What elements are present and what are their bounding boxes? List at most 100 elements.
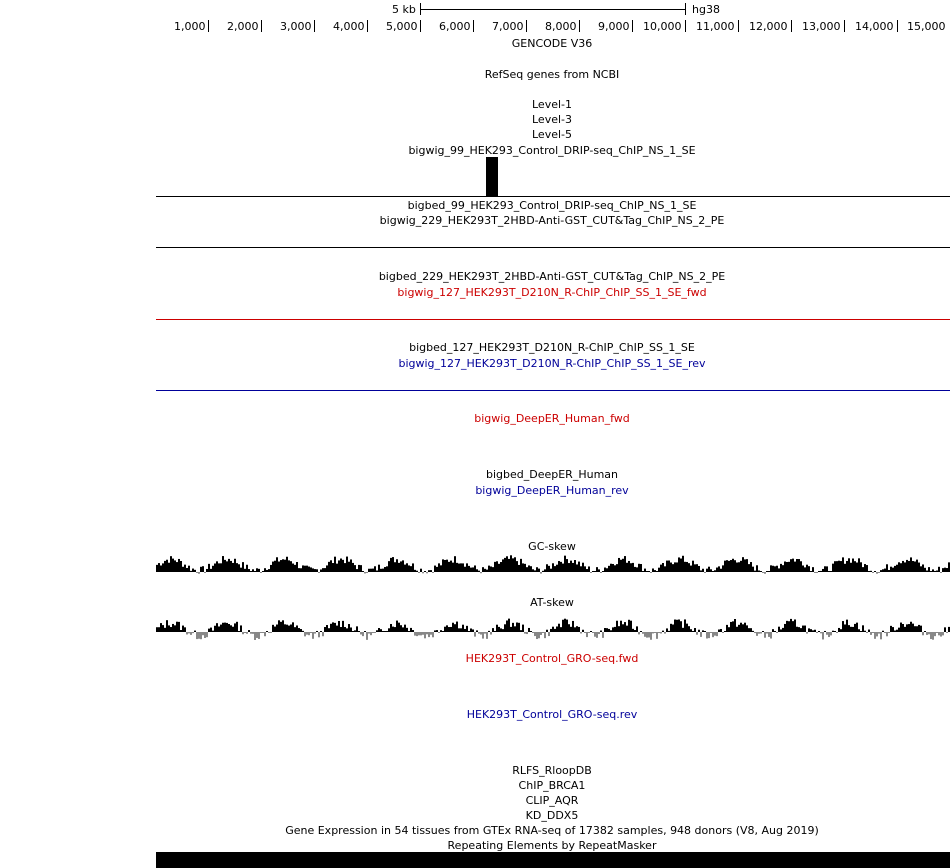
track-label-deeper-fwd[interactable]: bigwig_DeepER_Human_fwd (474, 412, 630, 425)
skew-bar (200, 632, 202, 640)
track-label-bigwig-127-fwd[interactable]: bigwig_127_HEK293T_D210N_R-ChIP_ChIP_SS_… (397, 286, 707, 299)
skew-bar (162, 563, 164, 572)
skew-bar (686, 561, 688, 572)
skew-bar (936, 632, 938, 633)
skew-bar (754, 632, 756, 634)
gc-skew-signal[interactable] (156, 552, 950, 592)
skew-bar (668, 560, 670, 572)
skew-bar (162, 625, 164, 632)
skew-bar (224, 559, 226, 572)
skew-bar (254, 632, 256, 640)
skew-bar (304, 565, 306, 572)
skew-bar (220, 563, 222, 572)
skew-bar (660, 632, 662, 634)
skew-bar (374, 566, 376, 572)
skew-bar (242, 632, 244, 635)
skew-bar (900, 563, 902, 572)
skew-bar (232, 562, 234, 572)
skew-bar (786, 620, 788, 632)
skew-bar (450, 626, 452, 632)
track-label-refseq[interactable]: RefSeq genes from NCBI (484, 68, 620, 81)
track-label-clip-aqr[interactable]: CLIP_AQR (525, 794, 579, 807)
track-label-level-5[interactable]: Level-5 (531, 128, 573, 141)
skew-bar (866, 565, 868, 572)
skew-bar (262, 632, 264, 633)
track-label-bigbed-99[interactable]: bigbed_99_HEK293_Control_DRIP-seq_ChIP_N… (407, 199, 697, 212)
track-label-gc-skew[interactable]: GC-skew (528, 540, 576, 553)
skew-bar (920, 625, 922, 632)
track-label-deeper-rev[interactable]: bigwig_DeepER_Human_rev (475, 484, 629, 497)
skew-bar (164, 560, 166, 572)
skew-bar (234, 558, 236, 572)
skew-bar (934, 632, 936, 637)
ruler-tick (526, 20, 527, 32)
track-label-bigbed-229[interactable]: bigbed_229_HEK293T_2HBD-Anti-GST_CUT&Tag… (378, 270, 726, 283)
track-label-rlfs[interactable]: RLFS_RloopDB (512, 764, 592, 777)
track-label-at-skew[interactable]: AT-skew (530, 596, 574, 609)
skew-bar (344, 627, 346, 632)
skew-bar (880, 570, 882, 572)
skew-bar (566, 559, 568, 572)
skew-bar (426, 632, 428, 635)
track-label-kd-ddx5[interactable]: KD_DDX5 (525, 809, 579, 822)
skew-bar (904, 626, 906, 632)
track-label-bigwig-229[interactable]: bigwig_229_HEK293T_2HBD-Anti-GST_CUT&Tag… (379, 214, 725, 227)
skew-bar (792, 558, 794, 572)
signal-baseline-bigwig-127-fwd[interactable] (156, 319, 950, 320)
track-label-gtex[interactable]: Gene Expression in 54 tissues from GTEx … (285, 824, 819, 837)
skew-bar (242, 562, 244, 572)
skew-bar (938, 632, 940, 636)
signal-baseline-bigwig-127-rev[interactable] (156, 390, 950, 391)
skew-bar (738, 562, 740, 572)
skew-bar (188, 632, 190, 634)
track-label-gro-rev[interactable]: HEK293T_Control_GRO-seq.rev (466, 708, 638, 721)
skew-bar (498, 563, 500, 572)
skew-bar (716, 632, 718, 637)
skew-bar (264, 632, 266, 637)
skew-bar (260, 572, 262, 573)
skew-bar (916, 559, 918, 572)
track-label-chip-brca1[interactable]: ChIP_BRCA1 (518, 779, 586, 792)
skew-bar (736, 562, 738, 572)
track-label-bigbed-127[interactable]: bigbed_127_HEK293T_D210N_R-ChIP_ChIP_SS_… (409, 341, 695, 354)
skew-bar (296, 625, 298, 632)
track-label-level-3[interactable]: Level-3 (531, 113, 573, 126)
skew-bar (762, 631, 764, 632)
ruler-position-label: 1,000 (174, 20, 206, 33)
skew-bar (304, 632, 306, 637)
signal-baseline-bigwig-229[interactable] (156, 247, 950, 248)
skew-bar (482, 567, 484, 572)
track-label-bigwig-99[interactable]: bigwig_99_HEK293_Control_DRIP-seq_ChIP_N… (408, 144, 696, 157)
track-label-gro-fwd[interactable]: HEK293T_Control_GRO-seq.fwd (465, 652, 639, 665)
track-label-bigwig-127-rev[interactable]: bigwig_127_HEK293T_D210N_R-ChIP_ChIP_SS_… (398, 357, 706, 370)
skew-bar (758, 570, 760, 572)
skew-bar (632, 628, 634, 632)
skew-bar (306, 565, 308, 572)
skew-bar (320, 569, 322, 572)
track-label-deeper-bigbed[interactable]: bigbed_DeepER_Human (485, 468, 619, 481)
track-label-repeatmasker[interactable]: Repeating Elements by RepeatMasker (447, 839, 657, 852)
skew-bar (548, 565, 550, 572)
skew-bar (474, 565, 476, 572)
skew-bar (834, 561, 836, 572)
skew-bar (894, 630, 896, 632)
skew-bar (212, 565, 214, 572)
skew-bar (788, 561, 790, 572)
skew-bar (172, 558, 174, 572)
repeatmasker-feature-bar[interactable] (156, 852, 950, 868)
skew-bar (230, 625, 232, 632)
skew-bar (714, 570, 716, 572)
skew-bar (564, 618, 566, 632)
signal-track-bigwig-99[interactable] (156, 156, 950, 198)
track-label-level-1[interactable]: Level-1 (531, 98, 573, 111)
skew-bar (564, 555, 566, 572)
track-label-gencode[interactable]: GENCODE V36 (511, 37, 593, 50)
skew-bar (790, 559, 792, 572)
skew-bar (216, 623, 218, 632)
skew-bar (924, 567, 926, 572)
skew-bar (616, 564, 618, 572)
skew-bar (312, 568, 314, 572)
at-skew-signal[interactable] (156, 608, 950, 652)
skew-bar (494, 561, 496, 572)
